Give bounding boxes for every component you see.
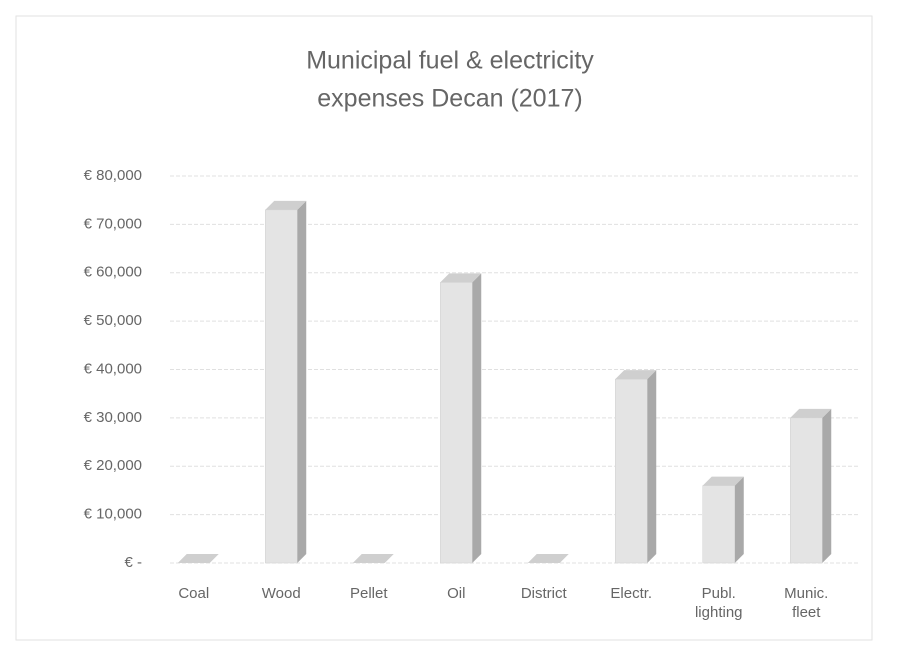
bar [265, 200, 307, 564]
y-tick-label: € 40,000 [84, 360, 142, 377]
bar-top [702, 476, 744, 486]
bar-top [790, 408, 832, 418]
x-tick-label: Pellet [349, 585, 388, 602]
bar-top [352, 554, 394, 563]
bar-top [615, 370, 657, 380]
bar-front [615, 378, 648, 564]
bar-front [702, 485, 735, 564]
y-tick-label: € 60,000 [84, 264, 142, 281]
bar [702, 476, 744, 564]
y-tick-label: € 70,000 [84, 215, 142, 232]
y-tick-label: € 20,000 [84, 457, 142, 474]
bar-side [734, 476, 744, 563]
bar [527, 554, 569, 563]
y-tick-label: € 50,000 [84, 312, 142, 329]
x-tick-label: Munic. fleet [784, 585, 829, 621]
x-tick-label: Wood [261, 585, 301, 602]
x-tick-label: District [520, 585, 567, 602]
bar [790, 408, 832, 564]
y-tick-label: € 30,000 [84, 409, 142, 426]
bar-front [440, 282, 473, 564]
bar-side [647, 370, 657, 563]
bar [177, 554, 219, 563]
bar [352, 554, 394, 563]
x-tick-label: Electr. [610, 585, 653, 602]
bar-top [177, 554, 219, 563]
bar-side [822, 408, 832, 563]
chart-title: expenses Decan (2017) [317, 85, 582, 113]
bar-top [527, 554, 569, 563]
bar [615, 370, 657, 564]
y-tick-label: € - [124, 554, 142, 571]
bar-front [265, 209, 298, 564]
chart-title: Municipal fuel & electricity [306, 47, 594, 75]
bar-side [297, 200, 307, 564]
bar-front [790, 417, 823, 564]
bar-top [440, 273, 482, 283]
bar-side [472, 273, 482, 563]
bar-top [265, 200, 307, 210]
y-tick-label: € 80,000 [84, 167, 142, 184]
x-tick-label: Publ. lighting [694, 585, 743, 621]
y-tick-label: € 10,000 [84, 506, 142, 523]
chart-frame [15, 15, 873, 641]
x-tick-label: Coal [178, 585, 210, 602]
bar [440, 273, 482, 564]
x-tick-label: Oil [447, 585, 466, 602]
